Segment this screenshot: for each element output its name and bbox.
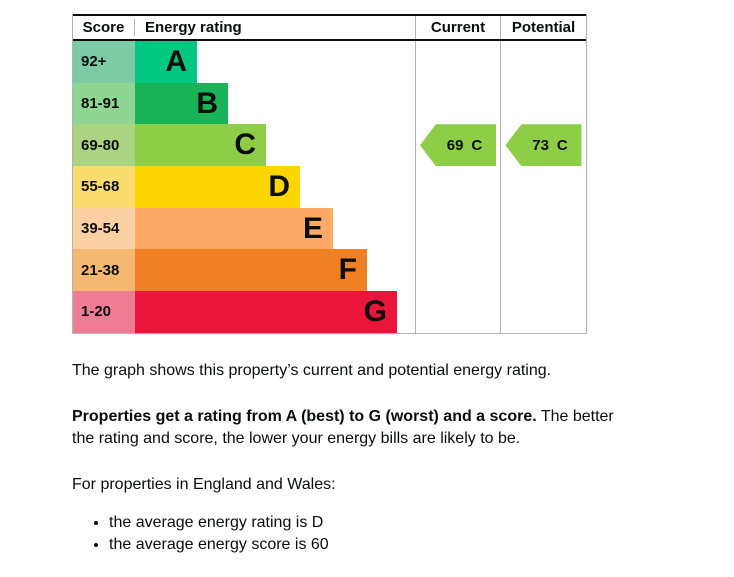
score-range-g: 1-20 [73,291,135,333]
score-range-c: 69-80 [73,124,135,167]
potential-cell [500,249,586,292]
band-bar-g: G [135,291,397,333]
current-cell [415,291,500,333]
bar-area: B [135,82,415,125]
rating-explainer-paragraph: Properties get a rating from A (best) to… [72,406,634,450]
chart-header-row: Score Energy rating Current Potential [73,14,586,41]
band-bar-b: B [135,82,228,125]
averages-list: the average energy rating is D the avera… [72,512,647,556]
band-row-b: 81-91 B [73,82,586,125]
score-range-d: 55-68 [73,166,135,208]
band-row-f: 21-38 F [73,249,586,292]
current-score: 69 [446,136,464,154]
potential-cell: 73 C [500,124,586,167]
header-score: Score [73,19,135,36]
header-potential: Potential [500,16,586,39]
current-rating-arrow: 69 C [420,124,496,167]
score-range-b: 81-91 [73,82,135,125]
current-cell [415,207,500,250]
band-row-c: 69-80 C 69 C 73 C [73,124,586,167]
header-energy-rating: Energy rating [145,19,242,36]
current-cell: 69 C [415,124,500,167]
energy-rating-chart: Score Energy rating Current Potential 92… [72,14,587,334]
bar-area: A [135,41,415,83]
rating-explainer-rest: The better the rating and score, the low… [72,407,614,447]
potential-cell [500,207,586,250]
band-row-a: 92+ A [73,41,586,83]
band-row-d: 55-68 D [73,166,586,208]
header-current: Current [415,16,500,39]
potential-cell [500,166,586,208]
band-bar-c: C [135,124,266,167]
list-item-average-score: the average energy score is 60 [109,534,647,556]
band-bar-e: E [135,207,333,250]
score-range-e: 39-54 [73,207,135,250]
epc-page: Score Energy rating Current Potential 92… [0,0,734,556]
list-item-average-rating: the average energy rating is D [109,512,647,534]
bar-area: F [135,249,415,292]
current-cell [415,41,500,83]
current-band: C [471,136,483,154]
potential-band: C [556,136,568,154]
rating-explainer-bold: Properties get a rating from A (best) to… [72,407,537,425]
intro-paragraph: The graph shows this property’s current … [72,361,552,379]
current-cell [415,249,500,292]
potential-cell [500,41,586,83]
score-range-f: 21-38 [73,249,135,292]
band-bar-a: A [135,41,197,83]
current-cell [415,82,500,125]
potential-rating-arrow: 73 C [505,124,582,167]
current-cell [415,166,500,208]
band-bar-d: D [135,166,300,208]
bar-area: C [135,124,415,167]
potential-score: 73 [532,136,549,154]
bar-area: E [135,207,415,250]
band-bar-f: F [135,249,367,292]
score-range-a: 92+ [73,41,135,83]
potential-cell [500,291,586,333]
bar-area: G [135,291,415,333]
bar-area: D [135,166,415,208]
region-paragraph: For properties in England and Wales: [72,475,336,493]
band-row-e: 39-54 E [73,207,586,250]
potential-cell [500,82,586,125]
description-text-block: The graph shows this property’s current … [72,360,647,556]
band-row-g: 1-20 G [73,291,586,333]
